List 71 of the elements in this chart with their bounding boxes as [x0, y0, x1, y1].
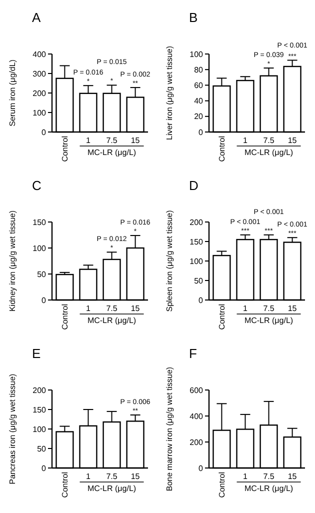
y-tick-label: 0 — [42, 464, 47, 473]
x-tick-label: 15 — [288, 472, 298, 481]
y-tick-label: 300 — [32, 69, 47, 78]
chart-title: C — [32, 178, 42, 193]
chart-title: F — [189, 346, 197, 361]
y-tick-label: 0 — [198, 296, 204, 305]
x-tick-label: 1 — [243, 472, 248, 481]
x-tick-label: Control — [218, 304, 227, 330]
y-tick-label: 400 — [32, 50, 47, 59]
y-tick-label: 0 — [198, 464, 204, 473]
y-tick-label: 0 — [198, 128, 204, 137]
y-tick-label: 0 — [42, 128, 47, 137]
y-tick-label: 200 — [32, 88, 47, 98]
y-tick-label: 200 — [32, 386, 47, 395]
y-tick-label: 200 — [190, 218, 204, 227]
x-tick-label: 15 — [288, 136, 298, 145]
x-tick-label: Control — [218, 136, 227, 162]
y-tick-label: 150 — [32, 405, 47, 414]
y-tick-label: 100 — [32, 108, 47, 118]
x-axis-title: MC-LR (μg/L) — [87, 484, 136, 493]
y-tick-label: 400 — [190, 412, 204, 421]
y-tick-label: 80 — [194, 65, 204, 74]
y-tick-label: 50 — [37, 444, 47, 454]
x-tick-label: 1 — [86, 472, 92, 481]
x-axis-title: MC-LR (μg/L) — [87, 316, 136, 325]
y-tick-label: 150 — [32, 218, 47, 227]
y-tick-label: 20 — [194, 112, 204, 122]
x-tick-label: 15 — [130, 472, 140, 481]
x-tick-label: Control — [60, 472, 70, 498]
y-tick-label: 40 — [194, 96, 204, 106]
y-tick-label: 50 — [37, 270, 47, 279]
y-tick-label: 150 — [190, 237, 204, 246]
chart-title: B — [189, 10, 198, 25]
x-tick-label: 7.5 — [263, 136, 275, 145]
x-axis-title: MC-LR (μg/L) — [244, 484, 294, 493]
y-tick-label: 100 — [190, 256, 204, 266]
y-tick-label: 60 — [194, 81, 204, 90]
x-axis-title: MC-LR (μg/L) — [244, 316, 294, 325]
y-axis-title: Pancreas iron (μg/g wet tissue) — [8, 373, 17, 484]
x-tick-label: 1 — [243, 304, 248, 313]
chart-title: E — [32, 346, 41, 361]
x-tick-label: 1 — [243, 136, 248, 145]
x-tick-label: Control — [218, 472, 227, 498]
y-axis-title: Liver iron (μg/g wet tissue) — [165, 46, 174, 140]
y-tick-label: 50 — [194, 276, 204, 286]
x-tick-label: 7.5 — [106, 136, 118, 145]
y-tick-label: 100 — [32, 244, 47, 253]
x-axis-title: MC-LR (μg/L) — [87, 148, 136, 157]
y-axis-title: Kidney iron (μg/g wet tissue) — [8, 210, 17, 312]
chart-title: D — [189, 178, 198, 193]
x-tick-label: Control — [60, 136, 70, 162]
x-tick-label: 7.5 — [263, 304, 275, 313]
x-tick-label: 7.5 — [106, 472, 118, 481]
x-tick-label: 15 — [288, 304, 298, 313]
y-tick-label: 100 — [32, 424, 47, 434]
y-axis-title: Bone marrow iron (μg/g wet tissue) — [165, 366, 174, 492]
y-tick-label: 200 — [190, 438, 204, 447]
y-tick-label: 0 — [42, 296, 47, 305]
x-tick-label: 1 — [86, 136, 92, 145]
y-tick-label: 100 — [190, 50, 204, 59]
x-axis-title: MC-LR (μg/L) — [244, 148, 294, 157]
y-axis-title: Serum iron (μg/dL) — [8, 59, 17, 126]
chart-title: A — [32, 10, 41, 25]
x-tick-label: 7.5 — [263, 472, 275, 481]
x-tick-label: 15 — [130, 136, 140, 145]
x-tick-label: 15 — [130, 304, 140, 313]
y-tick-label: 600 — [190, 386, 204, 395]
x-tick-label: 7.5 — [106, 304, 118, 313]
x-tick-label: 1 — [86, 304, 92, 313]
y-axis-title: Spleen iron (μg/g wet tissue) — [165, 210, 174, 312]
x-tick-label: Control — [60, 304, 70, 330]
